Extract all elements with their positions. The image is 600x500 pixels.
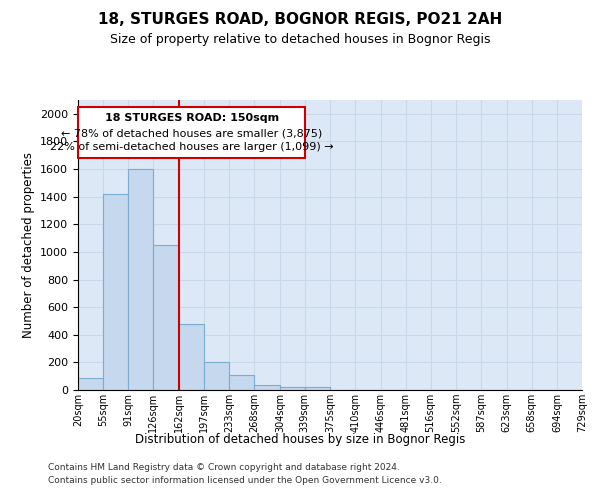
Text: Contains HM Land Registry data © Crown copyright and database right 2024.: Contains HM Land Registry data © Crown c… [48, 462, 400, 471]
Bar [254, 385, 280, 390]
FancyBboxPatch shape [78, 107, 305, 158]
Bar [229, 375, 254, 390]
Text: 18, STURGES ROAD, BOGNOR REGIS, PO21 2AH: 18, STURGES ROAD, BOGNOR REGIS, PO21 2AH [98, 12, 502, 28]
Text: Distribution of detached houses by size in Bognor Regis: Distribution of detached houses by size … [135, 432, 465, 446]
Bar [305, 387, 331, 390]
Bar [204, 362, 229, 390]
Text: Size of property relative to detached houses in Bognor Regis: Size of property relative to detached ho… [110, 32, 490, 46]
Text: 22% of semi-detached houses are larger (1,099) →: 22% of semi-detached houses are larger (… [50, 142, 334, 152]
Y-axis label: Number of detached properties: Number of detached properties [22, 152, 35, 338]
Text: Contains public sector information licensed under the Open Government Licence v3: Contains public sector information licen… [48, 476, 442, 485]
Bar [179, 324, 204, 390]
Text: 18 STURGES ROAD: 150sqm: 18 STURGES ROAD: 150sqm [104, 113, 279, 123]
Bar [280, 387, 305, 390]
Bar [103, 194, 128, 390]
Text: ← 78% of detached houses are smaller (3,875): ← 78% of detached houses are smaller (3,… [61, 128, 322, 138]
Bar [78, 378, 103, 390]
Bar [154, 245, 179, 390]
Bar [128, 169, 154, 390]
